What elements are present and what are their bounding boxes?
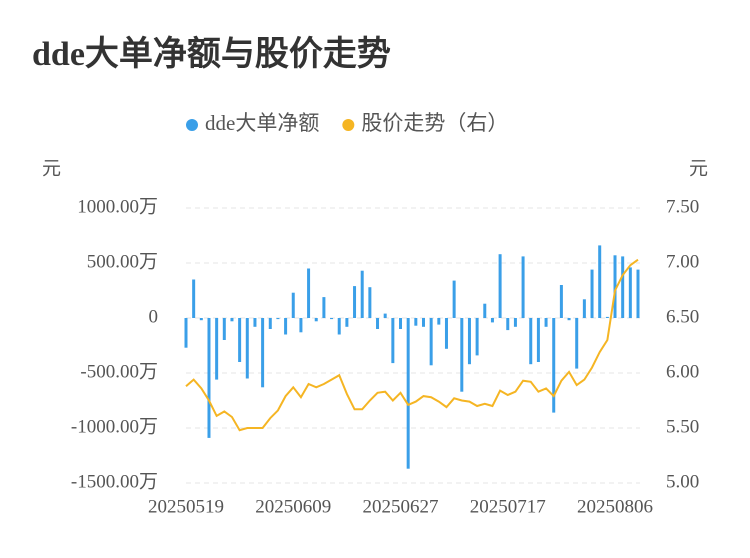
y-tick-label: -1000.00万 (71, 416, 158, 437)
legend-label: 股价走势（右） (361, 111, 508, 135)
bar (613, 255, 617, 318)
bar (575, 318, 579, 369)
bar (552, 318, 556, 413)
bar (490, 318, 494, 323)
bar (353, 286, 357, 318)
bar (513, 318, 517, 327)
bar (215, 318, 219, 380)
bar (452, 280, 456, 318)
bar (605, 316, 609, 318)
y2-tick-label: 5.50 (666, 416, 699, 437)
y2-tick-label: 6.00 (666, 361, 699, 382)
bar (559, 285, 563, 318)
bar (376, 318, 380, 329)
bar (322, 297, 326, 318)
x-tick-label: 20250627 (363, 496, 439, 517)
bar (253, 318, 257, 327)
bar (536, 318, 540, 362)
bar (429, 318, 433, 366)
bar (261, 318, 265, 388)
bar (337, 318, 341, 335)
bar (192, 279, 196, 318)
bar (291, 292, 295, 318)
x-tick-label: 20250806 (577, 496, 653, 517)
bar (506, 318, 510, 331)
legend-marker (186, 119, 198, 131)
bar (268, 318, 272, 329)
bar (184, 318, 188, 348)
bar (230, 318, 234, 322)
legend-label: dde大单净额 (205, 111, 319, 135)
y2-tick-label: 7.00 (666, 251, 699, 272)
y-tick-label: 500.00万 (87, 251, 158, 272)
bar (245, 318, 249, 379)
y-tick-label: -1500.00万 (71, 471, 158, 492)
bar (437, 318, 441, 325)
y2-axis-label: 元 (689, 158, 708, 179)
bar (330, 318, 334, 320)
bar (222, 318, 226, 340)
bar (483, 303, 487, 318)
bar (421, 318, 425, 327)
bar (199, 318, 203, 321)
bar (314, 318, 318, 322)
bar (460, 318, 464, 392)
bar (406, 318, 410, 469)
bar (345, 318, 349, 327)
bar (475, 318, 479, 356)
bar (307, 268, 311, 318)
bar (276, 318, 280, 320)
bar (238, 318, 242, 362)
y2-tick-label: 5.00 (666, 471, 699, 492)
x-tick-label: 20250609 (255, 496, 331, 517)
bar (590, 269, 594, 318)
bar (529, 318, 533, 365)
bar (383, 313, 387, 318)
bar (498, 254, 502, 318)
bar (544, 318, 548, 327)
bar (399, 318, 403, 329)
bar (207, 318, 211, 438)
bar (391, 318, 395, 364)
y-tick-label: 1000.00万 (77, 196, 158, 217)
bar (467, 318, 471, 365)
x-tick-label: 20250519 (148, 496, 224, 517)
bar (621, 256, 625, 318)
bar (521, 256, 525, 318)
y-tick-label: 0 (149, 306, 159, 327)
y2-tick-label: 7.50 (666, 196, 699, 217)
bar (444, 318, 448, 349)
bar (414, 318, 418, 326)
price-line (185, 258, 639, 432)
bar (360, 270, 364, 318)
bar (284, 318, 288, 335)
y-axis-label: 元 (42, 158, 61, 179)
y2-tick-label: 6.50 (666, 306, 699, 327)
bar (636, 269, 640, 318)
bar (567, 318, 571, 321)
bar (598, 245, 602, 318)
x-tick-label: 20250717 (470, 496, 546, 517)
bar (582, 299, 586, 318)
y-tick-label: -500.00万 (80, 361, 158, 382)
bar (368, 287, 372, 318)
legend-marker (342, 119, 355, 131)
chart-title: dde大单净额与股价走势 (32, 35, 391, 73)
bar (628, 267, 632, 318)
bar (299, 318, 303, 333)
